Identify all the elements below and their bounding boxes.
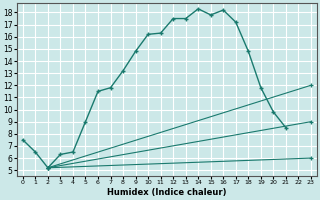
X-axis label: Humidex (Indice chaleur): Humidex (Indice chaleur) bbox=[107, 188, 227, 197]
